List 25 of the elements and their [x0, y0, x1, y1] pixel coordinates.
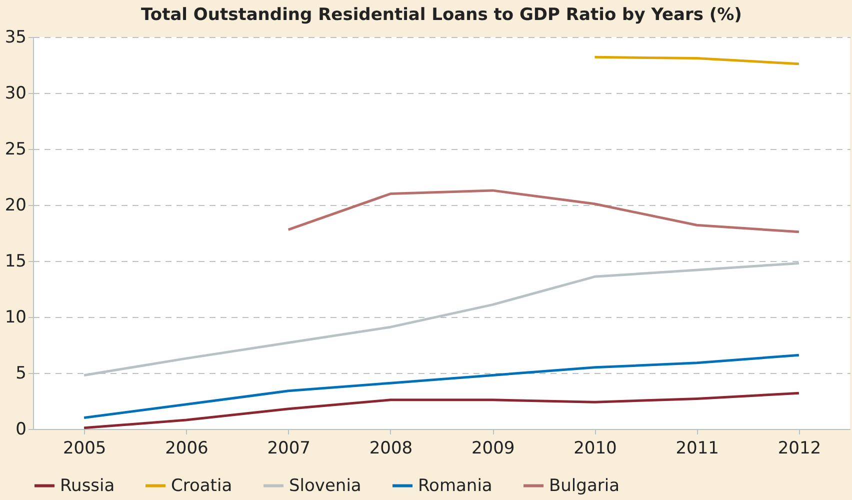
legend-label: Russia [60, 476, 115, 496]
line-series [287, 189, 800, 234]
x-tick-label: 2006 [165, 438, 208, 458]
x-tick-label: 2010 [574, 438, 617, 458]
y-tick-label: 15 [4, 252, 26, 272]
y-tick-label: 30 [4, 84, 26, 104]
legend-label: Slovenia [289, 476, 362, 496]
x-tick-label: 2005 [62, 438, 106, 458]
y-tick-label: 0 [16, 420, 26, 440]
y-tick-label: 25 [4, 140, 26, 160]
x-tick-label: 2007 [267, 438, 310, 458]
x-tick-label: 2009 [471, 438, 515, 458]
y-tick-label: 10 [4, 308, 26, 328]
x-tick-label: 2008 [369, 438, 413, 458]
legend-label: Bulgaria [549, 476, 620, 496]
legend-label: Croatia [171, 476, 232, 496]
line-series [82, 354, 800, 420]
y-tick-label: 20 [4, 196, 26, 216]
chart-title: Total Outstanding Residential Loans to GDP Ratio by Years (%) [141, 5, 742, 25]
legend-label: Romania [418, 476, 492, 496]
y-tick-label: 5 [16, 364, 26, 384]
x-tick-label: 2012 [778, 438, 822, 458]
line-series [82, 392, 800, 430]
y-tick-label: 35 [4, 28, 26, 48]
x-tick-label: 2011 [676, 438, 719, 458]
